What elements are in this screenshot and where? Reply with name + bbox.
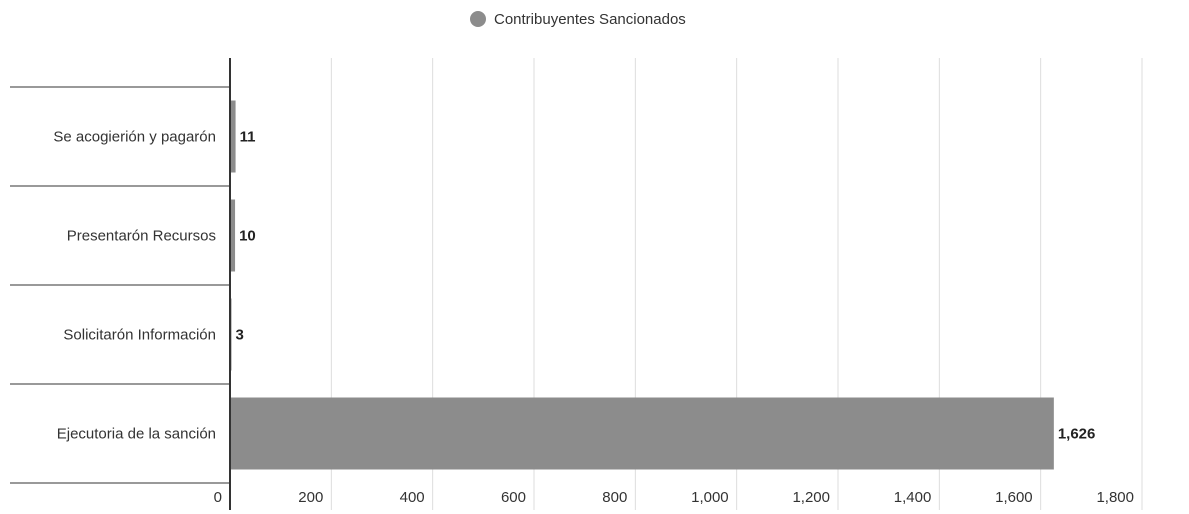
tick-label: 200 bbox=[298, 489, 323, 506]
tick-label: 800 bbox=[602, 489, 627, 506]
category-label: Ejecutoria de la sanción bbox=[57, 426, 216, 443]
tick-label: 1,400 bbox=[894, 489, 932, 506]
category-label: Se acogierión y pagarón bbox=[53, 129, 216, 146]
x-tick-labels: 0 200 400 600 800 1,000 1,200 1,400 1,600 1,800 bbox=[214, 489, 1134, 506]
legend-swatch bbox=[470, 11, 486, 27]
tick-label: 0 bbox=[214, 489, 222, 506]
data-label: 10 bbox=[239, 228, 256, 245]
bar bbox=[230, 397, 1054, 470]
grid bbox=[330, 58, 1143, 510]
tick-label: 1,000 bbox=[691, 489, 729, 506]
value-labels: 11 10 3 1,626 bbox=[236, 129, 1096, 443]
tick-label: 1,600 bbox=[995, 489, 1033, 506]
category-labels: Se acogierión y pagarón Presentarón Recur… bbox=[53, 129, 216, 443]
tick-label: 600 bbox=[501, 489, 526, 506]
category-separators bbox=[10, 86, 230, 484]
bar bbox=[230, 199, 236, 272]
tick-label: 1,800 bbox=[1096, 489, 1134, 506]
data-label: 11 bbox=[240, 129, 256, 146]
bar bbox=[230, 100, 236, 173]
tick-label: 1,200 bbox=[792, 489, 830, 506]
legend: Contribuyentes Sancionados bbox=[470, 11, 686, 28]
data-label: 3 bbox=[236, 327, 244, 344]
data-label: 1,626 bbox=[1058, 426, 1096, 443]
category-label: Solicitarón Información bbox=[63, 327, 216, 344]
category-label: Presentarón Recursos bbox=[67, 228, 216, 245]
legend-label: Contribuyentes Sancionados bbox=[494, 11, 686, 28]
tick-label: 400 bbox=[400, 489, 425, 506]
bars bbox=[230, 100, 1054, 470]
